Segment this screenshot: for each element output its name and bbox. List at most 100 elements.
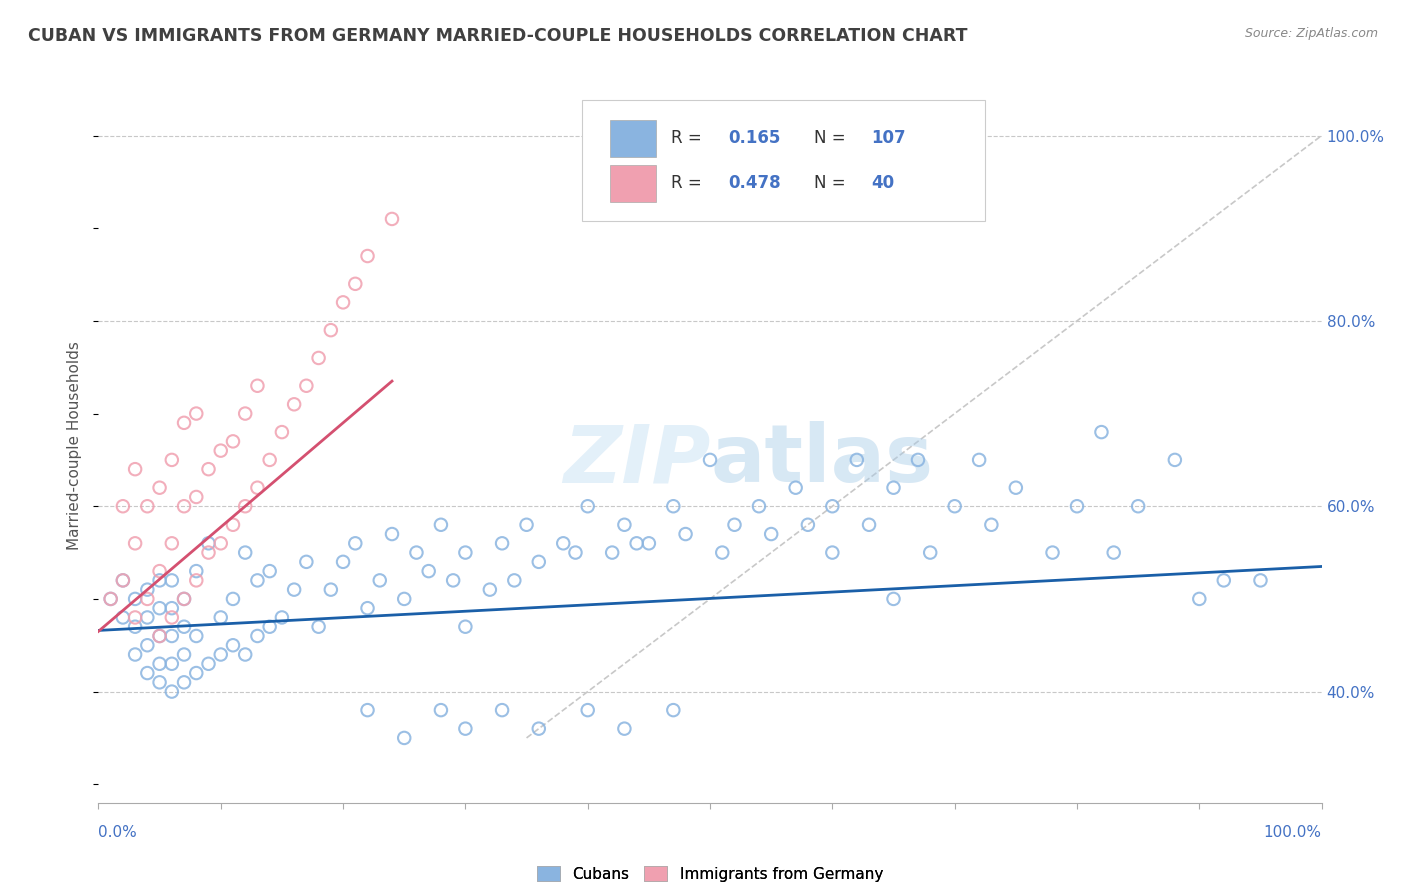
Point — [136, 591, 159, 606]
Point — [149, 629, 172, 643]
Point — [295, 555, 318, 569]
Text: CUBAN VS IMMIGRANTS FROM GERMANY MARRIED-COUPLE HOUSEHOLDS CORRELATION CHART: CUBAN VS IMMIGRANTS FROM GERMANY MARRIED… — [28, 27, 967, 45]
Point — [454, 545, 477, 559]
Point — [173, 620, 195, 634]
Point — [270, 425, 294, 439]
Point — [233, 500, 256, 514]
Point — [149, 657, 172, 671]
Point — [430, 703, 453, 717]
Point — [124, 620, 146, 634]
Point — [186, 564, 208, 578]
Point — [209, 648, 232, 662]
Point — [149, 574, 172, 588]
Point — [197, 657, 219, 671]
Text: 107: 107 — [872, 129, 905, 147]
Point — [553, 536, 575, 550]
Point — [149, 675, 172, 690]
Point — [1212, 574, 1234, 588]
Point — [222, 638, 245, 652]
Point — [883, 591, 905, 606]
Point — [1090, 425, 1112, 439]
Point — [124, 462, 146, 476]
Point — [491, 536, 513, 550]
FancyBboxPatch shape — [582, 100, 986, 221]
Point — [907, 453, 929, 467]
Point — [186, 629, 208, 643]
Point — [197, 462, 219, 476]
Point — [209, 443, 232, 458]
Point — [259, 620, 281, 634]
Text: R =: R = — [671, 175, 707, 193]
Point — [124, 610, 146, 624]
Point — [100, 591, 122, 606]
Point — [246, 378, 269, 392]
Point — [160, 657, 183, 671]
Point — [319, 582, 342, 597]
Point — [1004, 481, 1026, 495]
Point — [222, 591, 245, 606]
Point — [1066, 500, 1088, 514]
Point — [748, 500, 770, 514]
Point — [785, 481, 807, 495]
Point — [124, 648, 146, 662]
Text: atlas: atlas — [710, 421, 934, 500]
Point — [454, 620, 477, 634]
Point — [233, 648, 256, 662]
Point — [136, 582, 159, 597]
Point — [1164, 453, 1187, 467]
Point — [1249, 574, 1271, 588]
Point — [1188, 591, 1211, 606]
Point — [381, 211, 404, 226]
Point — [160, 536, 183, 550]
Point — [259, 453, 281, 467]
Point — [381, 527, 404, 541]
Point — [797, 517, 820, 532]
Point — [173, 500, 195, 514]
Point — [845, 453, 868, 467]
Point — [515, 517, 537, 532]
Point — [821, 500, 844, 514]
Point — [222, 434, 245, 449]
Point — [430, 517, 453, 532]
Point — [160, 601, 183, 615]
Point — [418, 564, 440, 578]
Point — [186, 490, 208, 504]
Text: R =: R = — [671, 129, 707, 147]
Point — [111, 500, 134, 514]
Point — [405, 545, 427, 559]
Point — [259, 564, 281, 578]
Point — [527, 722, 550, 736]
Point — [319, 323, 342, 337]
Point — [883, 481, 905, 495]
Point — [173, 591, 195, 606]
Point — [344, 277, 367, 291]
Point — [160, 629, 183, 643]
Point — [160, 684, 183, 698]
Point — [246, 629, 269, 643]
Point — [1042, 545, 1064, 559]
Point — [233, 545, 256, 559]
Point — [124, 536, 146, 550]
Point — [233, 407, 256, 421]
Point — [821, 545, 844, 559]
Point — [478, 582, 501, 597]
Point — [136, 610, 159, 624]
Point — [1102, 545, 1125, 559]
Point — [222, 517, 245, 532]
Point — [626, 536, 648, 550]
Point — [761, 527, 783, 541]
Point — [564, 545, 586, 559]
Point — [943, 500, 966, 514]
Point — [173, 591, 195, 606]
Point — [149, 601, 172, 615]
Text: 0.0%: 0.0% — [98, 825, 138, 840]
Point — [136, 666, 159, 681]
Point — [613, 722, 636, 736]
Point — [662, 703, 685, 717]
Point — [111, 610, 134, 624]
Point — [186, 407, 208, 421]
Point — [392, 591, 416, 606]
Point — [356, 703, 378, 717]
Point — [160, 574, 183, 588]
Legend: Cubans, Immigrants from Germany: Cubans, Immigrants from Germany — [531, 860, 889, 888]
